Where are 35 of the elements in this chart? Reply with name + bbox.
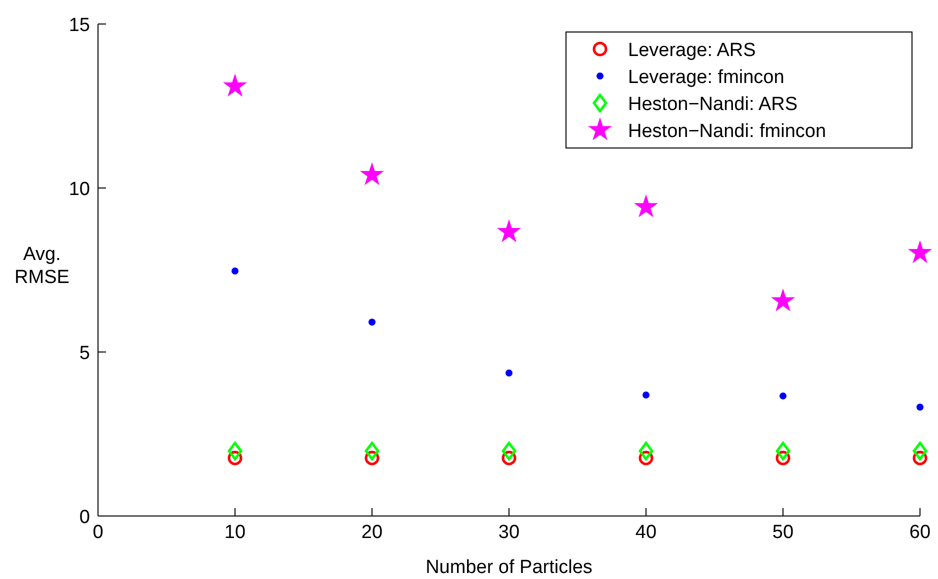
point: [360, 162, 384, 186]
point: [780, 392, 786, 400]
point: [496, 219, 522, 242]
point: [368, 318, 376, 326]
point: [364, 442, 380, 460]
point: [912, 442, 928, 460]
point: [776, 442, 790, 460]
legend-label: Heston−Nandi: ARS: [628, 94, 798, 115]
x-axis-title: Number of Particles: [426, 557, 592, 578]
x-tick-label: 10: [224, 522, 246, 543]
point: [642, 391, 650, 398]
point: [638, 442, 654, 460]
y-tick-label: 15: [68, 15, 90, 36]
point: [506, 369, 512, 376]
legend-label: Leverage: fmincon: [628, 67, 784, 88]
x-tick-label: 40: [635, 522, 657, 543]
legend-label: Leverage: ARS: [628, 40, 756, 61]
point: [916, 404, 924, 411]
point: [770, 288, 796, 312]
point: [908, 240, 932, 264]
y-axis-title: Avg. RMSE: [14, 244, 70, 288]
point: [228, 442, 242, 460]
x-tick-label: 50: [772, 522, 794, 543]
y-tick-label: 0: [79, 507, 90, 528]
point: [502, 442, 516, 460]
legend-label: Heston−Nandi: fmincon: [628, 121, 826, 142]
x-tick-label: 0: [92, 522, 104, 543]
point: [222, 74, 248, 97]
y-tick-label: 5: [79, 343, 90, 364]
x-tick-label: 60: [909, 522, 931, 543]
y-tick-label: 10: [68, 179, 90, 200]
point: [634, 194, 658, 218]
x-tick-label: 20: [361, 522, 383, 543]
x-tick-label: 30: [498, 522, 520, 543]
point: [232, 267, 238, 274]
